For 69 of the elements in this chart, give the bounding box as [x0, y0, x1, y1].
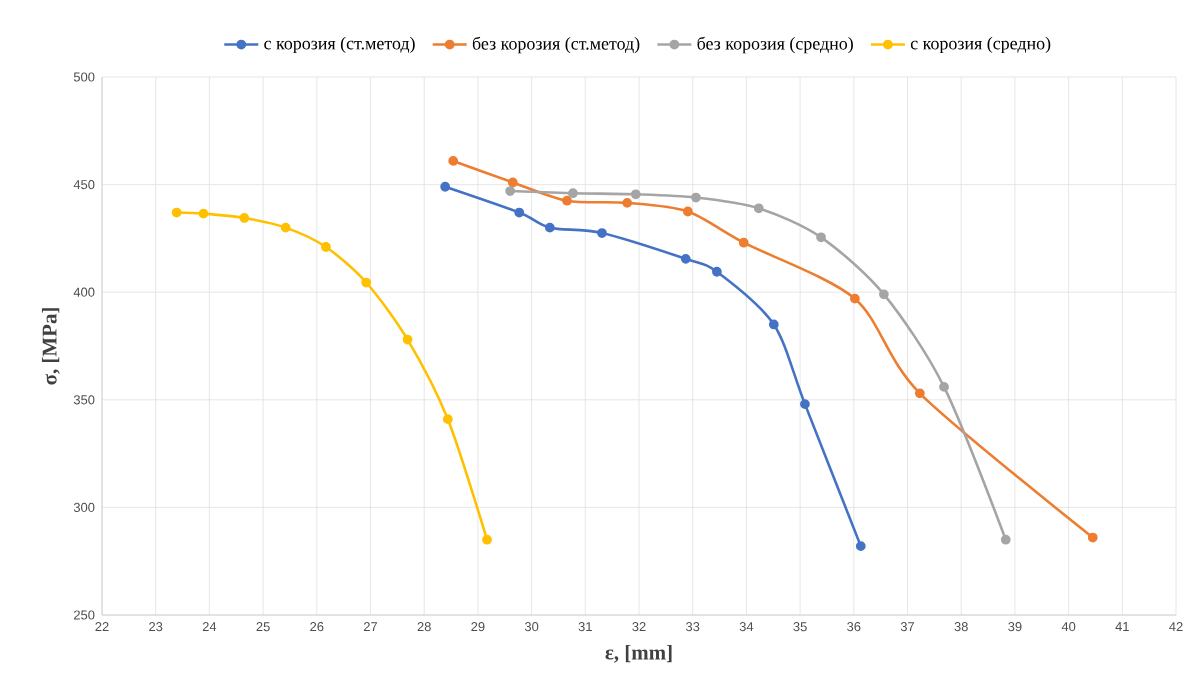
x-axis-title: ε, [mm] — [605, 644, 672, 663]
y-tick-label: 400 — [73, 287, 95, 297]
point — [855, 541, 866, 552]
x-tick-label: 35 — [793, 622, 807, 632]
point — [768, 319, 779, 330]
point — [879, 289, 889, 300]
point — [914, 388, 925, 399]
point — [321, 242, 331, 252]
x-tick-label: 23 — [149, 622, 163, 632]
point — [544, 222, 555, 233]
point — [239, 213, 250, 223]
point — [514, 207, 525, 218]
point — [1000, 534, 1011, 545]
point — [711, 266, 722, 277]
y-tick-label: 250 — [74, 610, 95, 620]
x-tick-label: 28 — [417, 622, 431, 632]
point — [800, 399, 810, 409]
point — [361, 277, 372, 288]
x-tick-label: 38 — [954, 622, 968, 632]
x-tick-label: 25 — [256, 622, 270, 632]
x-tick-label: 26 — [310, 622, 324, 632]
point — [562, 195, 572, 206]
point — [939, 382, 949, 392]
x-tick-label: 34 — [739, 622, 754, 632]
legend-label: с корозия (ст.метод) — [264, 36, 415, 54]
x-tick-label: 31 — [578, 622, 592, 632]
point — [402, 334, 413, 345]
y-tick-label: 450 — [73, 180, 95, 190]
point — [682, 206, 693, 217]
point — [482, 534, 492, 545]
point — [440, 181, 451, 192]
point — [691, 192, 701, 203]
point — [816, 232, 826, 243]
point — [448, 156, 459, 166]
y-tick-label: 350 — [73, 395, 95, 405]
x-tick-label: 41 — [1115, 622, 1129, 631]
point — [442, 414, 453, 425]
point — [198, 208, 209, 219]
point — [680, 253, 691, 264]
point — [622, 198, 633, 208]
x-tick-label: 40 — [1061, 622, 1076, 632]
point — [630, 189, 641, 200]
y-tick-label: 500 — [73, 72, 95, 82]
point — [568, 188, 578, 199]
point — [171, 207, 182, 218]
x-tick-label: 27 — [363, 622, 378, 632]
point — [507, 177, 518, 188]
x-tick-label: 37 — [900, 622, 915, 632]
point — [738, 237, 749, 248]
x-tick-label: 22 — [95, 622, 109, 632]
legend-label: без корозия (ст.метод) — [472, 36, 640, 54]
legend-label: без корозия (средно) — [697, 36, 853, 54]
x-tick-label: 39 — [1008, 622, 1022, 632]
x-tick-label: 32 — [632, 622, 646, 632]
point — [1087, 532, 1098, 543]
point — [850, 293, 860, 304]
point — [505, 186, 516, 196]
legend-label: с корозия (средно) — [910, 36, 1051, 54]
x-tick-label: 42 — [1169, 622, 1183, 632]
y-tick-label: 300 — [73, 502, 95, 512]
point — [280, 222, 291, 233]
x-tick-label: 30 — [524, 622, 539, 632]
point — [753, 203, 764, 214]
x-tick-label: 29 — [471, 622, 485, 632]
y-axis-title: σ, [MPa] — [41, 308, 60, 385]
point — [597, 228, 607, 238]
x-tick-label: 33 — [686, 622, 700, 632]
x-tick-label: 36 — [847, 622, 861, 632]
x-tick-label: 24 — [202, 622, 217, 632]
